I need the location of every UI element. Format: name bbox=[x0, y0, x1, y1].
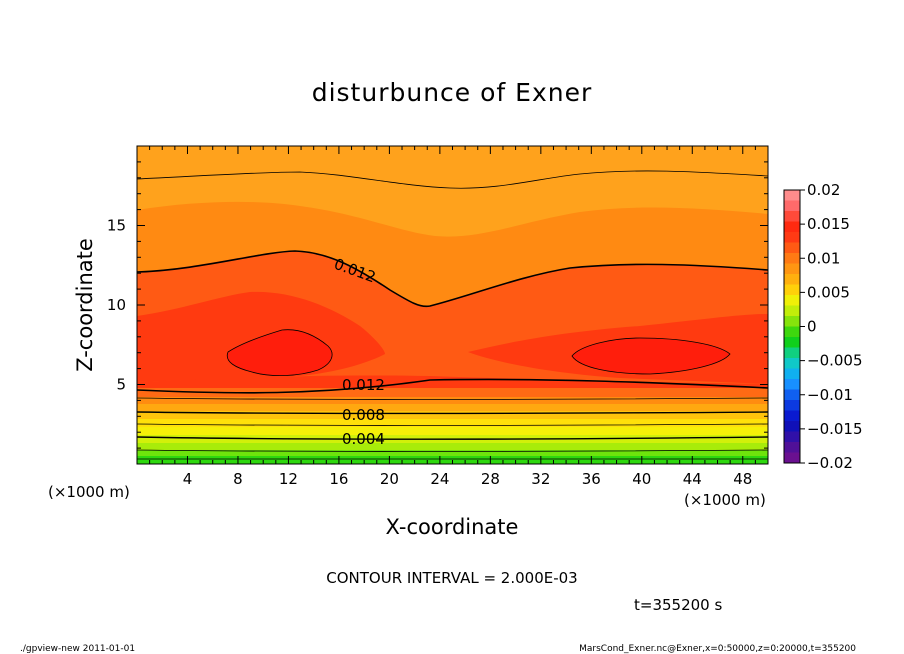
chart-title: disturbunce of Exner bbox=[312, 78, 593, 107]
band-l4 bbox=[137, 411, 768, 420]
colorbar-swatch bbox=[784, 400, 800, 411]
contour-012-lower bbox=[136, 378, 769, 394]
x-tick-label: 20 bbox=[380, 470, 399, 488]
colorbar: 0.02 0.015 0.01 0.005 0 −0.005 −0.01 −0.015 −0.0… bbox=[783, 181, 863, 472]
x-tick-label: 16 bbox=[329, 470, 348, 488]
colorbar-swatch bbox=[784, 421, 800, 432]
band-l1 bbox=[137, 388, 768, 398]
x-tick-label: 12 bbox=[279, 470, 298, 488]
colorbar-swatch bbox=[784, 232, 800, 243]
colorbar-swatch bbox=[784, 295, 800, 306]
contour-top bbox=[136, 170, 769, 189]
colorbar-swatch bbox=[784, 200, 800, 212]
colorbar-label: −0.015 bbox=[807, 420, 863, 438]
contour-004 bbox=[136, 436, 769, 440]
band-l9 bbox=[137, 450, 768, 457]
x-tick-label: 44 bbox=[683, 470, 702, 488]
contour-label-012-lower: 0.012 bbox=[342, 376, 385, 394]
colorbar-label: 0.015 bbox=[807, 215, 850, 233]
colorbar-label: 0.01 bbox=[807, 249, 840, 267]
band-l8 bbox=[137, 443, 768, 451]
contour-l5 bbox=[136, 449, 769, 452]
x-tick-label: 48 bbox=[733, 470, 752, 488]
x-axis: 4 8 12 16 20 24 28 32 36 40 44 48 bbox=[149, 146, 756, 488]
y-axis: 5 10 15 bbox=[107, 161, 768, 449]
colorbar-swatch bbox=[784, 358, 800, 369]
contour-interval-text: CONTOUR INTERVAL = 2.000E-03 bbox=[326, 569, 577, 587]
x-tick-label: 36 bbox=[582, 470, 601, 488]
time-text: t=355200 s bbox=[634, 596, 722, 614]
colorbar-swatch bbox=[784, 442, 800, 453]
band-l5 bbox=[137, 419, 768, 428]
colorbar-label: −0.005 bbox=[807, 352, 863, 370]
band-l3 bbox=[137, 404, 768, 412]
x-tick-label: 8 bbox=[233, 470, 243, 488]
x-axis-title: X-coordinate bbox=[386, 515, 519, 539]
contour-l3 bbox=[136, 423, 769, 426]
y-tick-label: 15 bbox=[107, 217, 126, 235]
colorbar-swatch bbox=[784, 211, 800, 222]
core-right bbox=[571, 337, 731, 375]
colorbar-swatch bbox=[784, 389, 800, 401]
colorbar-swatch bbox=[784, 347, 800, 359]
contour-label-004: 0.004 bbox=[342, 430, 385, 448]
y-axis-title: Z-coordinate bbox=[73, 238, 97, 372]
band-l6 bbox=[137, 427, 768, 436]
colorbar-label: −0.01 bbox=[807, 386, 853, 404]
colorbar-swatch bbox=[784, 284, 800, 296]
colorbar-swatch bbox=[784, 410, 800, 422]
colorbar-swatch bbox=[784, 379, 800, 390]
contour-008 bbox=[136, 411, 769, 415]
colorbar-swatch bbox=[784, 337, 800, 348]
colorbar-label: 0.02 bbox=[807, 181, 840, 199]
core-left bbox=[226, 329, 333, 377]
x-tick-label: 28 bbox=[481, 470, 500, 488]
colorbar-swatch bbox=[784, 368, 800, 380]
colorbar-label: −0.02 bbox=[807, 454, 853, 472]
contour-label-008: 0.008 bbox=[342, 406, 385, 424]
contour-012-upper bbox=[136, 250, 769, 308]
colorbar-swatch bbox=[784, 326, 800, 338]
band-l2 bbox=[137, 397, 768, 405]
x-unit-label: (×1000 m) bbox=[684, 491, 766, 509]
footer-left: ./gpview-new 2011-01-01 bbox=[20, 644, 135, 654]
colorbar-swatch bbox=[784, 274, 800, 285]
colorbar-label: 0.005 bbox=[807, 283, 850, 301]
colorbar-swatch bbox=[784, 190, 800, 201]
colorbar-swatch bbox=[784, 253, 800, 264]
colorbar-swatch bbox=[784, 221, 800, 233]
colorbar-swatch bbox=[784, 431, 800, 443]
x-tick-label: 40 bbox=[632, 470, 651, 488]
y-tick-label: 5 bbox=[116, 376, 126, 394]
x-tick-label: 24 bbox=[430, 470, 449, 488]
plot-area: 0.012 0.012 0.008 0.004 bbox=[136, 145, 769, 465]
footer-right: MarsCond_Exner.nc@Exner,x=0:50000,z=0:20… bbox=[579, 644, 856, 654]
x-tick-label: 4 bbox=[183, 470, 193, 488]
colorbar-swatch bbox=[784, 242, 800, 254]
x-tick-label: 32 bbox=[531, 470, 550, 488]
colorbar-swatch bbox=[784, 316, 800, 327]
colorbar-swatch bbox=[784, 305, 800, 317]
colorbar-label: 0 bbox=[807, 318, 817, 336]
band-red-low bbox=[137, 375, 768, 390]
colorbar-swatch bbox=[784, 452, 800, 464]
colorbar-swatch bbox=[784, 263, 800, 275]
y-unit-label: (×1000 m) bbox=[48, 483, 130, 501]
contour-l1 bbox=[136, 397, 769, 400]
y-tick-label: 10 bbox=[107, 296, 126, 314]
